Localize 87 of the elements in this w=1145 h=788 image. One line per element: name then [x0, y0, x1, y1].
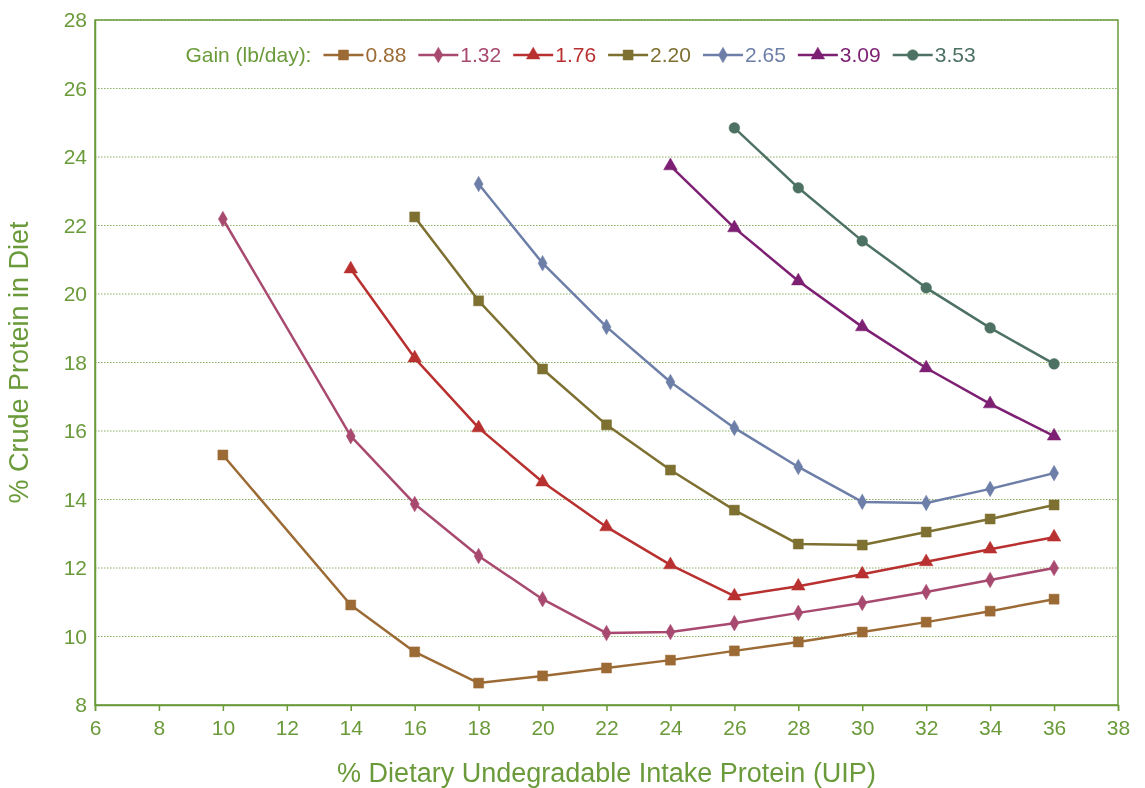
x-tick-label: 36	[1042, 716, 1067, 739]
point	[473, 295, 484, 307]
x-axis-title: % Dietary Undegradable Intake Protein (UIP)	[337, 758, 876, 788]
legend-label: 1.32	[460, 43, 502, 66]
point	[729, 645, 740, 657]
point	[665, 464, 676, 476]
x-tick-label: 14	[339, 716, 364, 739]
y-axis-title: % Crude Protein in Diet	[4, 220, 34, 504]
point	[471, 419, 486, 433]
x-tick-label: 10	[211, 716, 236, 739]
y-tick-label: 16	[63, 419, 87, 443]
point	[1048, 499, 1060, 511]
point	[855, 318, 870, 332]
x-tick-label: 24	[659, 716, 683, 739]
x-tick-label: 34	[978, 716, 1003, 739]
x-tick-label: 6	[89, 716, 102, 739]
point	[727, 587, 742, 601]
point	[855, 566, 870, 579]
y-tick-label: 28	[63, 8, 87, 32]
x-tick-label: 16	[403, 716, 427, 739]
point	[857, 626, 868, 638]
point	[983, 541, 998, 554]
point	[473, 677, 484, 689]
x-tick-label: 20	[531, 716, 555, 739]
legend-label: 2.20	[650, 43, 691, 66]
point	[727, 219, 742, 233]
y-tick-label: 12	[63, 556, 87, 580]
x-tick-label: 32	[915, 716, 939, 739]
x-tick-label: 38	[1106, 716, 1131, 739]
point	[663, 556, 678, 570]
point	[984, 513, 996, 525]
y-tick-label: 14	[63, 487, 88, 511]
point	[409, 211, 420, 223]
y-tick-label: 18	[63, 350, 87, 374]
point	[535, 473, 550, 487]
point	[729, 504, 740, 516]
point	[343, 260, 358, 274]
point	[856, 235, 868, 247]
x-tick-label: 8	[153, 716, 166, 739]
point	[984, 322, 996, 334]
legend-label: 1.76	[555, 43, 597, 66]
point	[792, 182, 804, 194]
point	[601, 419, 612, 431]
legend-title: Gain (lb/day):	[185, 43, 312, 66]
point	[728, 122, 740, 134]
x-tick-label: 22	[595, 716, 619, 739]
point	[665, 654, 676, 666]
point	[793, 538, 804, 550]
point	[599, 518, 614, 532]
point	[1047, 529, 1062, 542]
x-tick-label: 18	[467, 716, 491, 739]
y-tick-label: 22	[63, 213, 87, 237]
point	[919, 553, 934, 567]
point	[537, 363, 548, 375]
point	[920, 282, 932, 294]
point	[983, 395, 998, 409]
point	[407, 349, 422, 363]
point	[345, 599, 356, 611]
point	[409, 646, 420, 658]
point	[920, 526, 932, 538]
legend-label: 2.65	[744, 43, 786, 66]
x-tick-label: 26	[723, 716, 747, 739]
x-tick-label: 28	[787, 716, 811, 739]
point	[663, 157, 678, 171]
point	[1047, 428, 1062, 441]
point	[1048, 593, 1060, 605]
point	[920, 616, 932, 628]
legend-label: 0.88	[365, 43, 407, 66]
point	[984, 605, 996, 617]
y-tick-label: 8	[75, 693, 87, 717]
point	[857, 539, 868, 551]
y-tick-label: 10	[63, 624, 87, 648]
point	[537, 670, 548, 682]
point	[793, 636, 804, 648]
legend-label: 3.53	[934, 43, 976, 66]
point	[601, 662, 612, 674]
y-tick-label: 24	[63, 145, 88, 169]
legend-label: 3.09	[839, 43, 881, 66]
point	[217, 449, 229, 461]
point	[791, 272, 806, 286]
point	[791, 578, 806, 591]
point	[1048, 358, 1060, 370]
x-tick-label: 12	[275, 716, 299, 739]
x-tick-label: 30	[851, 716, 875, 739]
point	[919, 359, 934, 373]
y-tick-label: 26	[63, 76, 87, 100]
y-tick-label: 20	[63, 282, 87, 306]
